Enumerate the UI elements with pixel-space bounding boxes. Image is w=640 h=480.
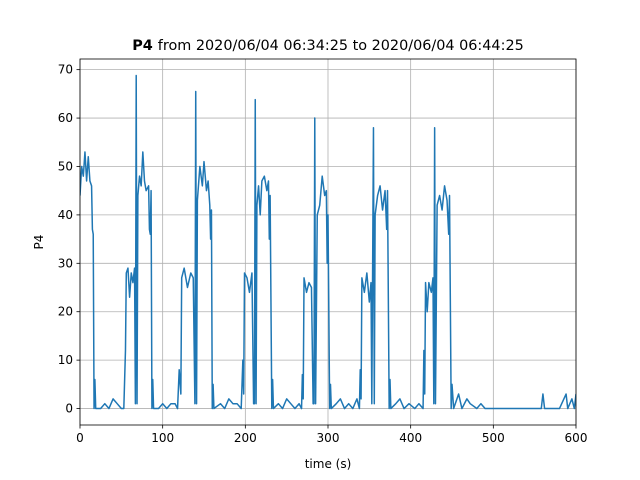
x-tick-label: 200 [234, 431, 257, 445]
y-tick-label: 20 [58, 305, 73, 319]
chart-title: P4 from 2020/06/04 06:34:25 to 2020/06/04… [132, 38, 524, 54]
x-tick-label: 300 [317, 431, 340, 445]
x-tick-label: 100 [151, 431, 174, 445]
plot-frame [79, 58, 577, 426]
data-line [80, 74, 576, 410]
title-rest: from 2020/06/04 06:34:25 to 2020/06/04 0… [158, 38, 524, 54]
y-tick-label: 0 [65, 402, 73, 416]
title-bold: P4 [132, 38, 153, 54]
y-tick-label: 70 [58, 63, 73, 77]
y-tick-label: 60 [58, 111, 73, 125]
y-tick-label: 30 [58, 256, 73, 270]
x-tick-label: 400 [399, 431, 422, 445]
x-tick-label: 500 [482, 431, 505, 445]
x-tick-label: 0 [76, 431, 84, 445]
y-axis-label: P4 [32, 235, 46, 250]
y-tick-label: 40 [58, 208, 73, 222]
x-tick-label: 600 [565, 431, 588, 445]
x-axis-label: time (s) [305, 457, 352, 471]
y-tick-label: 10 [58, 353, 73, 367]
y-tick-label: 50 [58, 159, 73, 173]
